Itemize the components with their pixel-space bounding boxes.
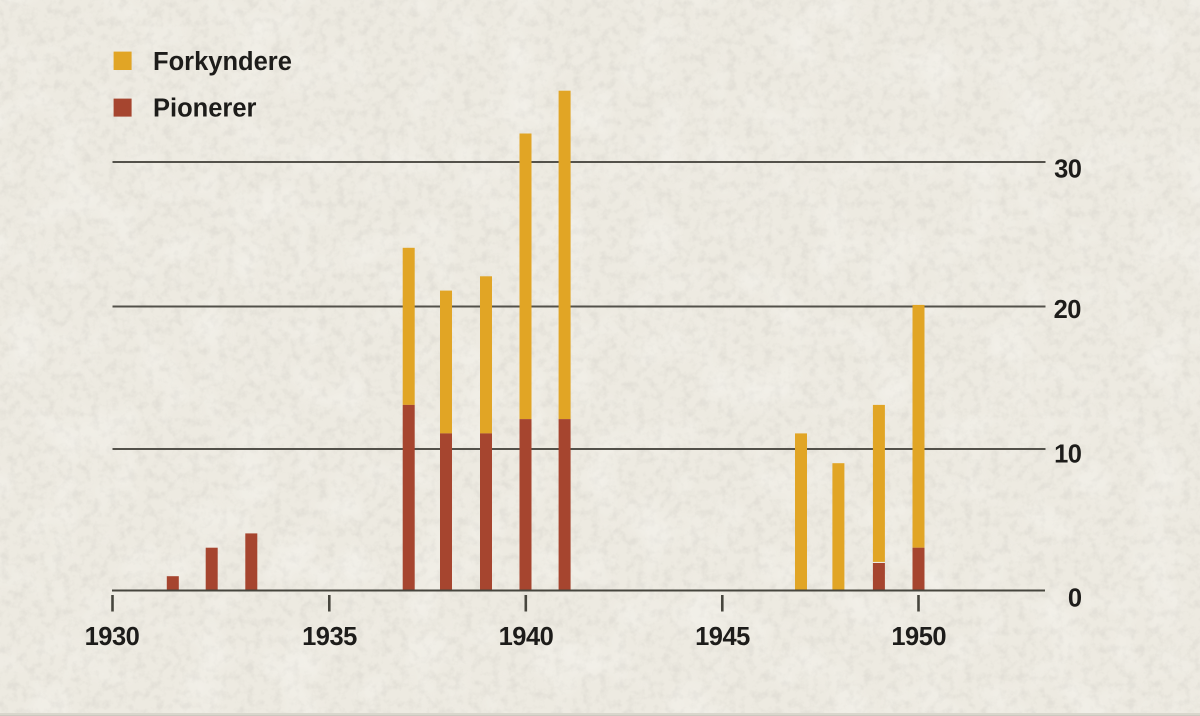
svg-text:1935: 1935 bbox=[302, 623, 357, 651]
svg-text:1945: 1945 bbox=[695, 623, 750, 651]
svg-text:Forkyndere: Forkyndere bbox=[153, 48, 292, 76]
svg-text:1940: 1940 bbox=[499, 623, 554, 651]
svg-text:Pionerer: Pionerer bbox=[153, 94, 257, 122]
svg-text:20: 20 bbox=[1054, 296, 1082, 324]
svg-text:1930: 1930 bbox=[85, 623, 140, 651]
svg-text:0: 0 bbox=[1068, 585, 1082, 613]
svg-text:1950: 1950 bbox=[891, 623, 946, 651]
svg-text:10: 10 bbox=[1054, 441, 1082, 469]
svg-text:30: 30 bbox=[1054, 156, 1082, 184]
